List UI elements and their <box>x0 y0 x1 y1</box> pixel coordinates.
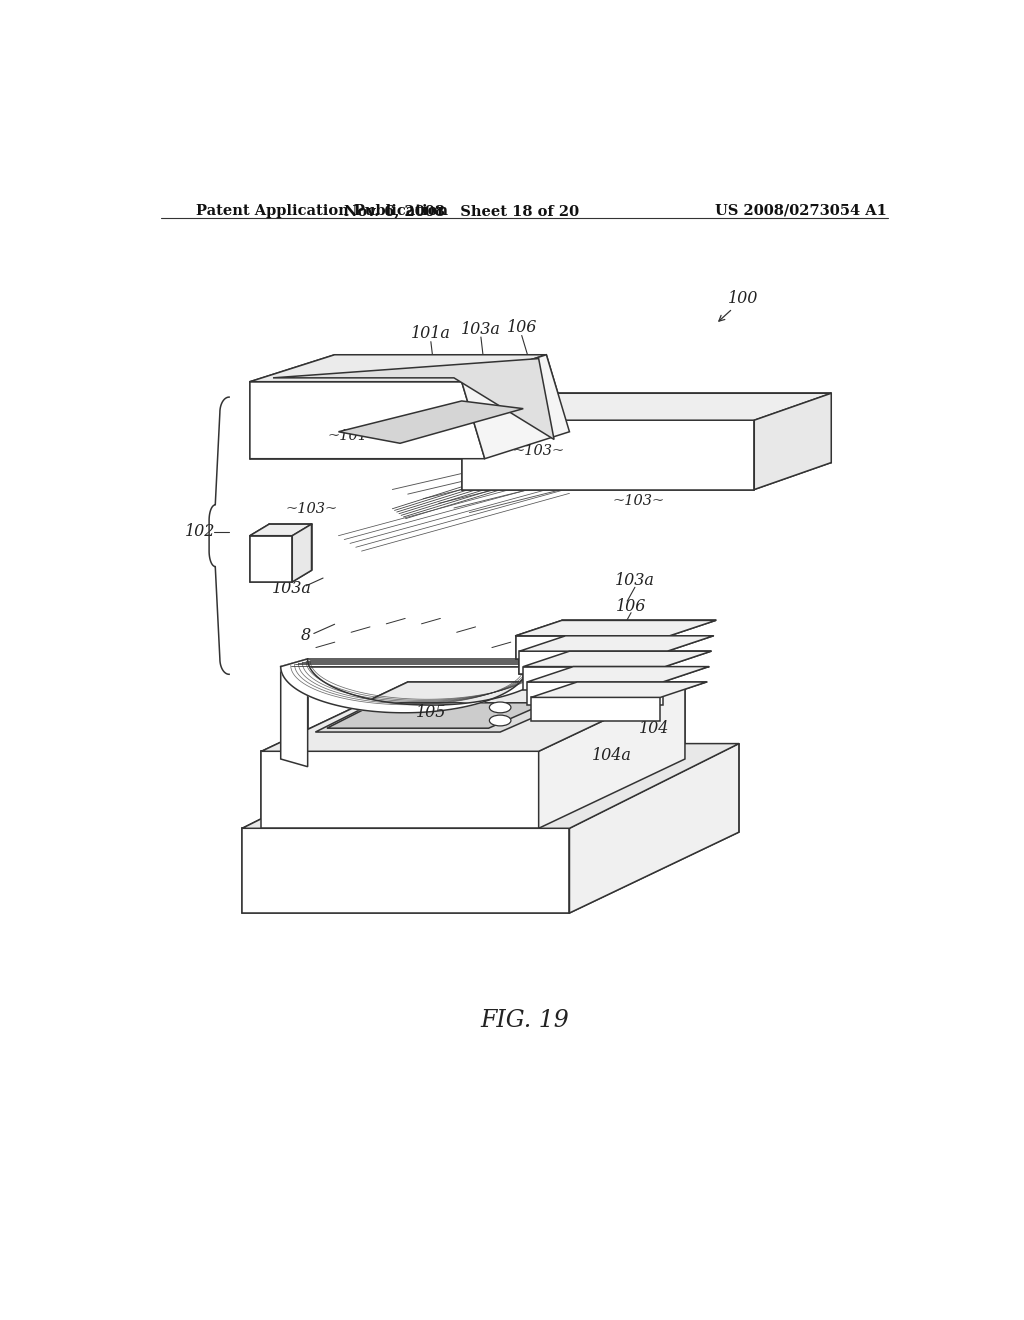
Polygon shape <box>527 682 663 705</box>
Text: 104: 104 <box>639 719 670 737</box>
Polygon shape <box>281 659 554 713</box>
Text: 103a: 103a <box>615 572 654 589</box>
Text: 102: 102 <box>184 523 215 540</box>
Polygon shape <box>569 743 739 913</box>
Polygon shape <box>250 355 547 381</box>
Text: ~101~: ~101~ <box>328 429 380 442</box>
Polygon shape <box>539 682 685 829</box>
Text: ~103~: ~103~ <box>513 444 565 458</box>
Polygon shape <box>523 651 711 667</box>
Text: FIG. 19: FIG. 19 <box>480 1010 569 1032</box>
Text: 105: 105 <box>416 705 446 721</box>
Polygon shape <box>273 359 554 440</box>
Polygon shape <box>462 355 569 459</box>
Text: 100: 100 <box>727 290 758 308</box>
Polygon shape <box>250 524 311 536</box>
Polygon shape <box>315 705 562 733</box>
Polygon shape <box>327 702 547 729</box>
Text: Nov. 6, 2008   Sheet 18 of 20: Nov. 6, 2008 Sheet 18 of 20 <box>344 203 580 218</box>
Text: 106: 106 <box>265 558 296 576</box>
Ellipse shape <box>489 715 511 726</box>
Ellipse shape <box>489 702 511 713</box>
Polygon shape <box>261 682 685 751</box>
Polygon shape <box>527 667 709 682</box>
Polygon shape <box>519 636 714 651</box>
Text: 8: 8 <box>301 627 311 644</box>
Polygon shape <box>250 381 484 459</box>
Polygon shape <box>531 697 660 721</box>
Text: 103a: 103a <box>272 579 312 597</box>
Text: 103a: 103a <box>461 321 501 338</box>
Polygon shape <box>243 743 739 829</box>
Text: 106: 106 <box>615 598 646 615</box>
Polygon shape <box>515 620 716 636</box>
Polygon shape <box>519 651 668 675</box>
Text: 106: 106 <box>507 319 537 337</box>
Polygon shape <box>531 682 707 697</box>
Text: 101a: 101a <box>411 326 451 342</box>
Text: ~103~: ~103~ <box>612 494 665 508</box>
Polygon shape <box>281 667 307 767</box>
Polygon shape <box>462 393 831 420</box>
Polygon shape <box>250 536 292 582</box>
Text: US 2008/0273054 A1: US 2008/0273054 A1 <box>715 203 887 218</box>
Text: ~103~: ~103~ <box>286 502 338 516</box>
Polygon shape <box>523 667 665 689</box>
Text: 104a: 104a <box>592 747 632 764</box>
Polygon shape <box>243 829 569 913</box>
Polygon shape <box>755 393 831 490</box>
Text: Patent Application Publication: Patent Application Publication <box>196 203 449 218</box>
Polygon shape <box>339 401 523 444</box>
Polygon shape <box>462 420 755 490</box>
Polygon shape <box>292 524 311 582</box>
Polygon shape <box>515 636 670 659</box>
Polygon shape <box>261 751 539 829</box>
